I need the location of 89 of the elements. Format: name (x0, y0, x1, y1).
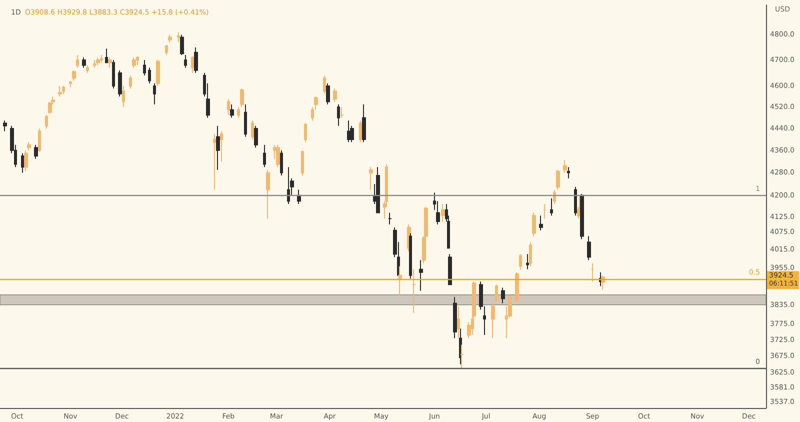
candlestick (24, 150, 28, 172)
candlestick (230, 104, 234, 118)
candlestick (448, 254, 452, 286)
candlestick (287, 166, 290, 205)
candlestick (515, 272, 519, 304)
candlestick (376, 166, 380, 214)
candlestick (108, 57, 112, 68)
candlestick (27, 142, 31, 151)
candlestick (297, 189, 301, 205)
candlestick (136, 56, 139, 66)
candlestick (86, 64, 89, 74)
candlestick (491, 302, 495, 339)
candlestick (369, 166, 373, 190)
candlestick (76, 54, 79, 68)
candlestick (550, 198, 553, 216)
candlestick (82, 57, 86, 68)
candlestick (213, 133, 216, 190)
candlestick (567, 166, 570, 179)
candlestick (501, 287, 505, 304)
candlestick (129, 75, 132, 90)
candlestick (72, 70, 76, 82)
candlestick (539, 215, 543, 231)
candlestick (457, 306, 460, 339)
candlestick (62, 85, 65, 94)
candlestick (58, 85, 62, 97)
candlestick (216, 125, 220, 170)
candlestick (168, 34, 172, 43)
candlestick (3, 120, 7, 132)
candlestick (388, 212, 392, 225)
candlestick (543, 204, 546, 220)
candlestick (180, 34, 184, 56)
candlestick (34, 144, 38, 160)
candlestick (122, 85, 125, 108)
candlestick (100, 54, 103, 64)
candlestick (304, 122, 307, 143)
candlestick (419, 260, 423, 292)
candlestick (591, 262, 594, 282)
candlestick (240, 88, 244, 108)
candlestick (184, 54, 187, 68)
candlestick (529, 242, 532, 267)
candlestick (441, 204, 445, 222)
candlestick (359, 120, 362, 143)
candlestick (251, 120, 254, 140)
candlestick (143, 60, 146, 76)
candlestick (194, 46, 198, 74)
candlestick (412, 268, 416, 314)
candlestick (220, 130, 223, 162)
candlestick (227, 98, 230, 116)
candlestick (574, 186, 577, 216)
candlestick (263, 144, 266, 168)
candlestick (156, 60, 160, 86)
candlestick (553, 189, 556, 205)
candlestick (337, 104, 340, 126)
candlestick (177, 32, 180, 43)
candlestick (495, 284, 498, 302)
candlestick (326, 82, 330, 105)
candlestick (191, 56, 194, 74)
candlestick (280, 150, 283, 176)
candlestick (69, 80, 72, 88)
candlestick (38, 128, 41, 152)
candlestick (112, 60, 115, 90)
candlestick (132, 57, 136, 68)
candlestick (165, 44, 168, 56)
candlestick (340, 106, 344, 118)
candlestick (323, 75, 326, 94)
candlestick (532, 212, 536, 237)
candlestick (587, 236, 591, 261)
candlestick (266, 169, 270, 220)
candlestick (45, 114, 48, 130)
candlestick (276, 144, 280, 168)
candlestick (21, 152, 24, 174)
candlestick (153, 82, 156, 105)
candlestick (362, 104, 366, 143)
candlestick (563, 160, 567, 174)
candlestick (93, 60, 96, 68)
candlestick (237, 106, 240, 118)
candlestick (519, 254, 522, 270)
candlestick (105, 48, 108, 64)
candlestick (244, 104, 247, 138)
candlestick (301, 150, 304, 176)
candlestick (526, 254, 529, 270)
candlestick (148, 67, 151, 84)
candlestick (453, 296, 457, 339)
candlestick (333, 88, 337, 102)
candlestick (556, 169, 560, 190)
candlestick (347, 120, 350, 143)
candlestick (96, 57, 100, 66)
candlestick (118, 70, 122, 97)
candlestick (254, 125, 258, 148)
